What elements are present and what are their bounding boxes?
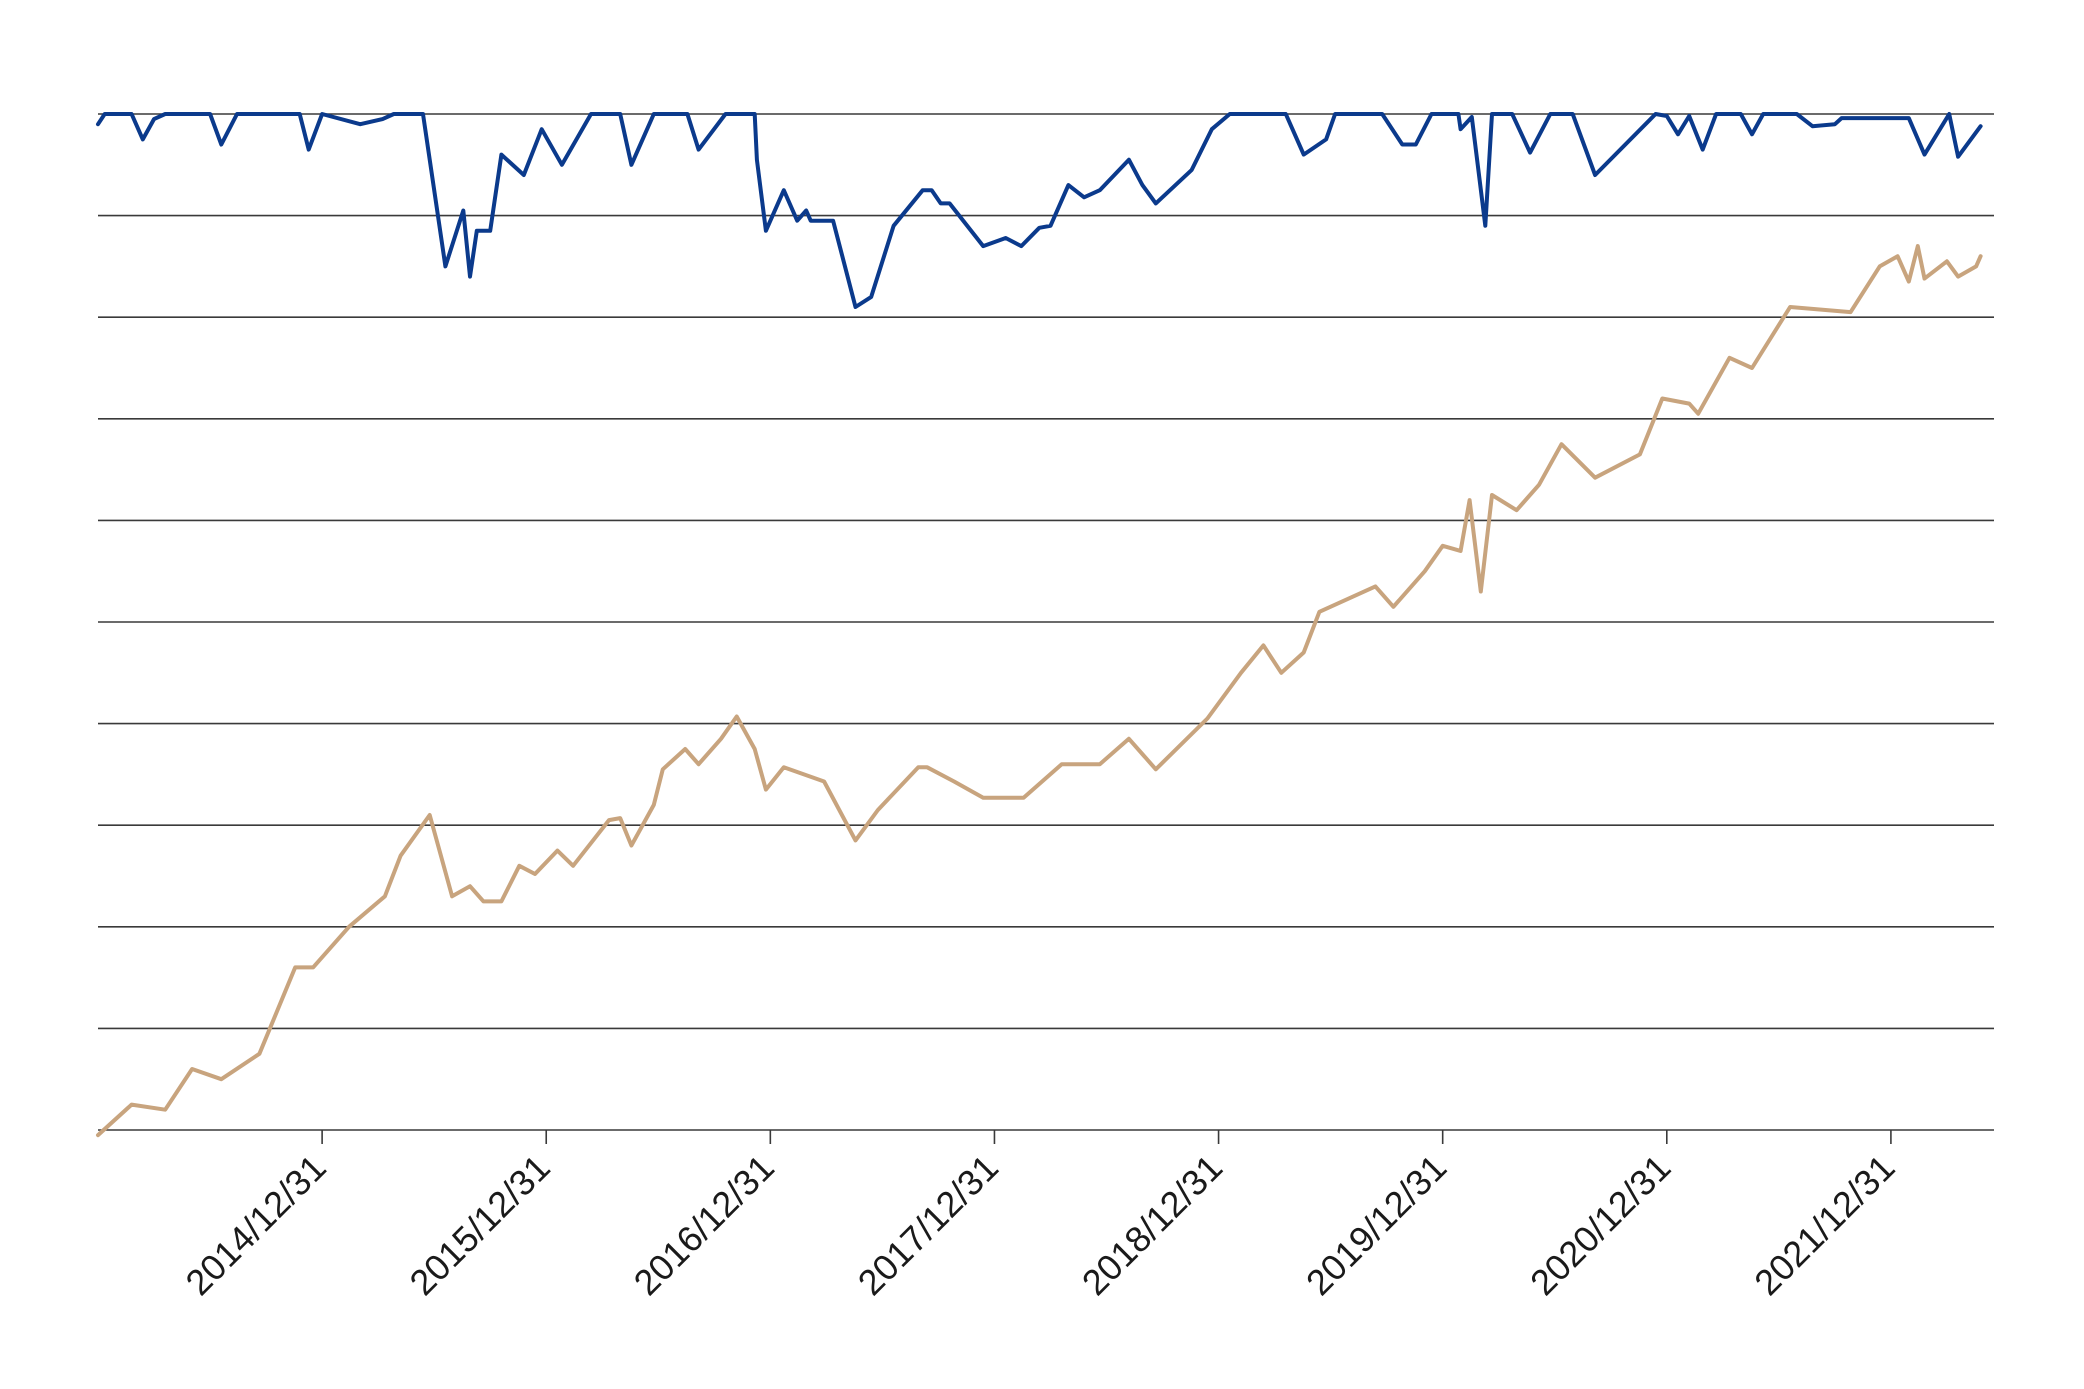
x-tick-label: 2017/12/31 <box>850 1147 1006 1303</box>
x-tick-label: 2020/12/31 <box>1522 1147 1678 1303</box>
x-tick-label: 2019/12/31 <box>1298 1147 1454 1303</box>
x-ticks: 2014/12/31 2015/12/31 2016/12/31 2017/12/31… <box>177 1130 1903 1303</box>
series-line-2 <box>96 244 1983 1138</box>
x-tick-label: 2016/12/31 <box>626 1147 782 1303</box>
x-tick-label: 2021/12/31 <box>1746 1147 1902 1303</box>
x-tick-label: 2014/12/31 <box>177 1147 333 1303</box>
series-lines <box>96 112 1983 1138</box>
series-line-1 <box>96 112 1983 309</box>
x-tick-label: 2015/12/31 <box>401 1147 557 1303</box>
gridlines <box>98 113 1994 1030</box>
x-tick-label: 2018/12/31 <box>1074 1147 1230 1303</box>
